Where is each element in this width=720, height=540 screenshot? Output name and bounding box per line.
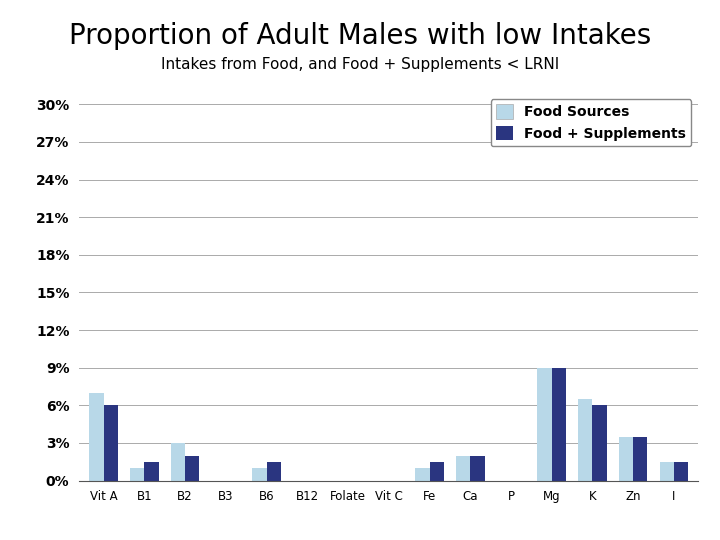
Bar xyxy=(552,368,566,481)
Text: Intakes from Food, and Food + Supplements < LRNI: Intakes from Food, and Food + Supplement… xyxy=(161,57,559,72)
Bar xyxy=(415,468,430,481)
Text: Proportion of Adult Males with low Intakes: Proportion of Adult Males with low Intak… xyxy=(69,22,651,50)
Bar xyxy=(578,399,593,481)
Legend: Food Sources, Food + Supplements: Food Sources, Food + Supplements xyxy=(491,99,691,146)
Bar xyxy=(470,456,485,481)
Bar xyxy=(430,462,444,481)
Bar xyxy=(104,406,118,481)
Bar xyxy=(252,468,266,481)
Bar xyxy=(660,462,674,481)
Bar xyxy=(593,406,607,481)
Bar xyxy=(266,462,281,481)
Bar xyxy=(130,468,145,481)
Bar xyxy=(456,456,470,481)
Bar xyxy=(185,456,199,481)
Bar xyxy=(89,393,104,481)
Bar xyxy=(171,443,185,481)
Bar xyxy=(619,437,633,481)
Bar xyxy=(145,462,158,481)
Bar xyxy=(633,437,647,481)
Bar xyxy=(538,368,552,481)
Bar xyxy=(674,462,688,481)
